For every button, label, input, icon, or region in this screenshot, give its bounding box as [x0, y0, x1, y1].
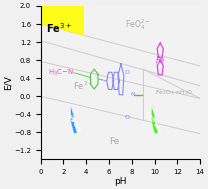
Polygon shape [151, 106, 158, 133]
X-axis label: pH: pH [114, 177, 127, 186]
Text: 399 nm: 399 nm [64, 111, 82, 133]
Text: 530 nm: 530 nm [144, 111, 161, 133]
Polygon shape [70, 106, 77, 133]
Text: H$_3$C$-$N: H$_3$C$-$N [48, 68, 74, 78]
Text: Fe$^{3+}$: Fe$^{3+}$ [46, 22, 72, 35]
Polygon shape [41, 6, 84, 36]
Text: Fe: Fe [156, 56, 165, 65]
Text: FeO$_4^{2-}$: FeO$_4^{2-}$ [125, 17, 150, 32]
Text: Fe$^{2+}$: Fe$^{2+}$ [73, 80, 94, 92]
Text: O: O [125, 115, 130, 120]
Text: N: N [131, 92, 135, 97]
Text: Fe$_2$O$_3$·nH$_2$O: Fe$_2$O$_3$·nH$_2$O [155, 88, 193, 97]
Y-axis label: E/V: E/V [4, 75, 12, 90]
Text: O: O [125, 70, 130, 75]
Text: Fe: Fe [110, 137, 120, 146]
